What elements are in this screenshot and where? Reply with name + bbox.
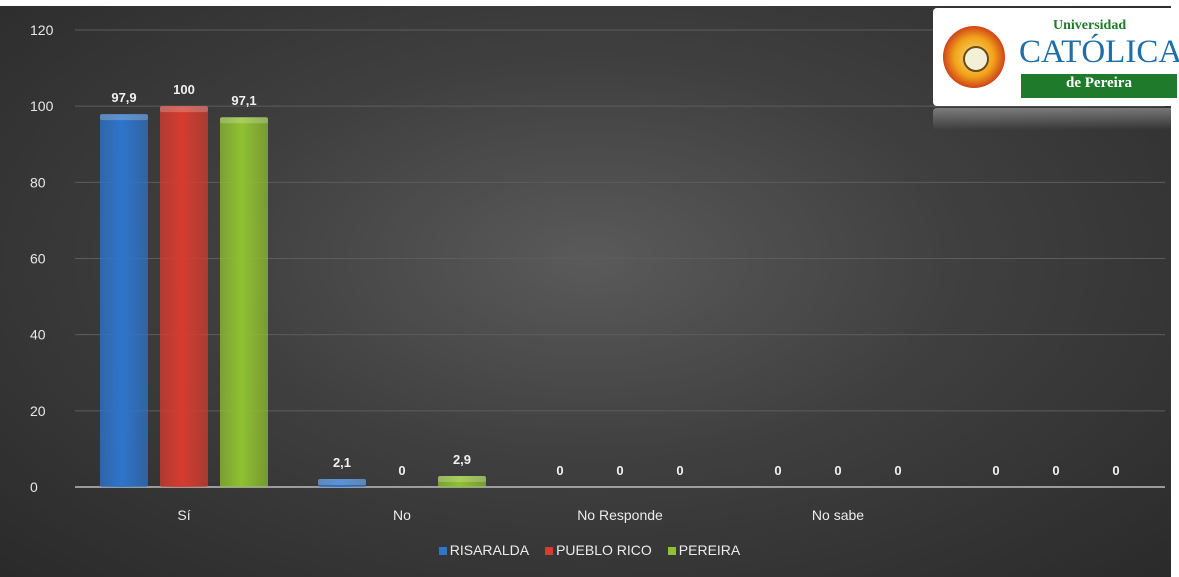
data-label: 0: [676, 463, 683, 478]
legend-label: PUEBLO RICO: [556, 542, 652, 558]
seal-center: [963, 46, 989, 72]
bar: [438, 475, 486, 487]
legend-swatch: [438, 547, 447, 556]
data-label: 0: [616, 463, 623, 478]
legend-swatch: [545, 547, 554, 556]
logo-bottom-text: de Pereira: [1066, 75, 1132, 91]
x-category-label: No Responde: [577, 507, 663, 523]
logo-green-bar: [1021, 74, 1177, 98]
y-axis-ticks: 0 20 40 60 80 100 120: [30, 22, 54, 495]
legend-item: RISARALDA: [438, 542, 530, 558]
data-label: 2,9: [453, 452, 471, 467]
data-label: 97,1: [231, 93, 256, 108]
data-label: 0: [398, 463, 405, 478]
y-tick-label: 0: [30, 479, 38, 495]
y-tick-label: 100: [30, 98, 54, 114]
x-axis-categories: Sí No No Responde No sabe: [177, 507, 864, 523]
data-label: 0: [894, 463, 901, 478]
seal-icon: [943, 26, 1005, 88]
bar-highlight: [160, 106, 208, 113]
legend-label: PEREIRA: [678, 542, 741, 558]
legend-label: RISARALDA: [449, 542, 530, 558]
legend-swatch: [667, 547, 676, 556]
legend: RISARALDA PUEBLO RICO PEREIRA: [0, 542, 1179, 558]
university-logo: Universidad CATÓLICA de Pereira: [933, 8, 1179, 106]
bar: [100, 114, 148, 487]
data-label: 0: [834, 463, 841, 478]
y-tick-label: 20: [30, 403, 46, 419]
bar-highlight: [438, 475, 486, 482]
logo-top-text: Universidad: [1053, 18, 1127, 33]
bar: [318, 479, 366, 487]
data-label: 0: [556, 463, 563, 478]
y-tick-label: 60: [30, 251, 46, 267]
data-labels: 97,9 100 97,1 2,1 0 2,9 0 0 0 0 0 0 0 0 0: [111, 82, 1119, 478]
data-label: 97,9: [111, 90, 136, 105]
data-label: 0: [1052, 463, 1059, 478]
y-tick-label: 120: [30, 22, 54, 38]
x-category-label: Sí: [177, 507, 190, 523]
bar-highlight: [100, 114, 148, 121]
right-border: [1171, 0, 1179, 577]
y-tick-label: 80: [30, 174, 46, 190]
logo-main-text: CATÓLICA: [1019, 34, 1179, 70]
data-label: 0: [1112, 463, 1119, 478]
legend-item: PEREIRA: [667, 542, 741, 558]
bar-highlight: [318, 479, 366, 486]
x-category-label: No: [393, 507, 411, 523]
bar: [220, 117, 268, 488]
x-category-label: No sabe: [812, 507, 864, 523]
y-tick-label: 40: [30, 327, 46, 343]
bar: [160, 106, 208, 488]
bar-highlight: [220, 117, 268, 124]
top-border: [0, 0, 1179, 6]
data-label: 100: [173, 82, 195, 97]
data-label: 0: [992, 463, 999, 478]
legend-item: PUEBLO RICO: [545, 542, 652, 558]
logo-reflection: [933, 108, 1177, 130]
bars: [100, 106, 486, 488]
data-label: 0: [774, 463, 781, 478]
data-label: 2,1: [333, 455, 351, 470]
